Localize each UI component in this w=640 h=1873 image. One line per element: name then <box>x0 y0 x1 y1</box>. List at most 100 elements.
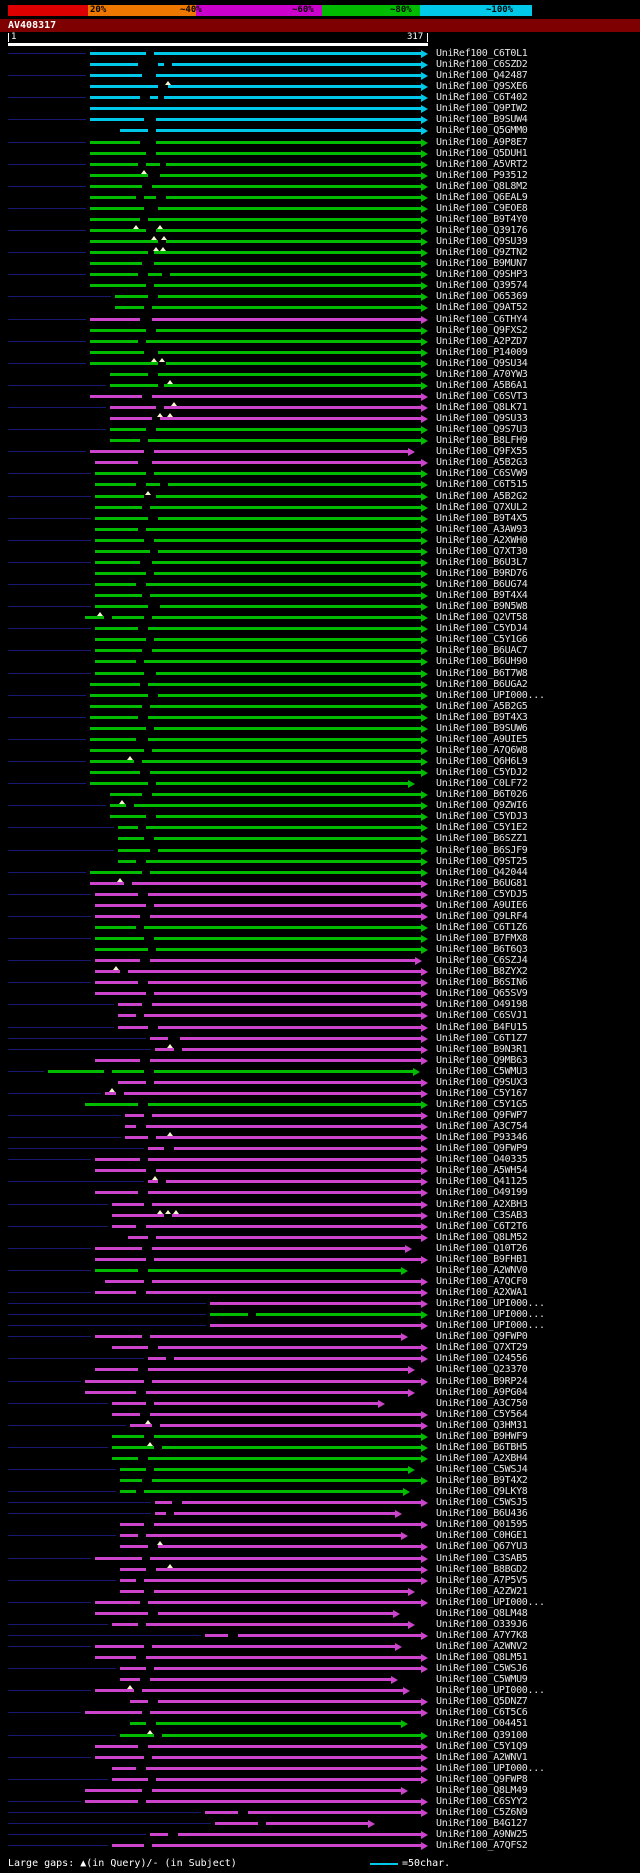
hit-label[interactable]: UniRef100_Q9SUX3 <box>436 1076 528 1088</box>
alignment-bar[interactable] <box>112 1224 421 1228</box>
alignment-bar[interactable] <box>95 494 421 498</box>
alignment-bar[interactable] <box>110 804 421 808</box>
hit-label[interactable]: UniRef100_C5WMU3 <box>436 1065 528 1077</box>
hit-label[interactable]: UniRef100_Q39100 <box>436 1729 528 1741</box>
alignment-bar[interactable] <box>118 1003 421 1007</box>
hit-label[interactable]: UniRef100_Q10T26 <box>436 1242 528 1254</box>
alignment-bar[interactable] <box>120 1733 421 1737</box>
alignment-bar[interactable] <box>210 1313 421 1317</box>
hit-label[interactable]: UniRef100_B9N5W8 <box>436 601 528 613</box>
alignment-bar[interactable] <box>90 870 421 874</box>
hit-label[interactable]: UniRef100_Q9ST25 <box>436 855 528 867</box>
hit-label[interactable]: UniRef100_B9N3R1 <box>436 1043 528 1055</box>
alignment-bar[interactable] <box>90 229 421 232</box>
hit-label[interactable]: UniRef100_Q2VT58 <box>436 612 528 624</box>
alignment-bar[interactable] <box>120 1534 401 1538</box>
hit-label[interactable]: UniRef100_Q9SXE6 <box>436 81 528 93</box>
alignment-bar[interactable] <box>205 1633 421 1637</box>
alignment-bar[interactable] <box>90 217 421 221</box>
hit-label[interactable]: UniRef100_A2XWH0 <box>436 534 528 546</box>
hit-label[interactable]: UniRef100_B4FU15 <box>436 1021 528 1033</box>
hit-label[interactable]: UniRef100_A7P5V5 <box>436 1574 528 1586</box>
alignment-bar[interactable] <box>155 1512 395 1516</box>
hit-label[interactable]: UniRef100_Q7XUL2 <box>436 501 528 513</box>
alignment-bar[interactable] <box>90 173 421 177</box>
alignment-bar[interactable] <box>95 527 421 531</box>
hit-label[interactable]: UniRef100_C6T2T6 <box>436 1220 528 1232</box>
hit-label[interactable]: UniRef100_C6SYY2 <box>436 1795 528 1807</box>
hit-label[interactable]: UniRef100_B6UG81 <box>436 877 528 889</box>
hit-label[interactable]: UniRef100_Q9FWP0 <box>436 1331 528 1343</box>
alignment-bar[interactable] <box>95 1268 401 1272</box>
hit-label[interactable]: UniRef100_B6SJF9 <box>436 844 528 856</box>
alignment-bar[interactable] <box>85 616 421 620</box>
alignment-bar[interactable] <box>85 1799 421 1803</box>
hit-label[interactable]: UniRef100_Q01595 <box>436 1519 528 1531</box>
alignment-bar[interactable] <box>95 1158 421 1162</box>
hit-label[interactable]: UniRef100_Q9MB63 <box>436 1054 528 1066</box>
alignment-bar[interactable] <box>112 1766 421 1770</box>
hit-label[interactable]: UniRef100_B6SIN6 <box>436 977 528 989</box>
hit-label[interactable]: UniRef100_Q5GMM0 <box>436 125 528 137</box>
hit-label[interactable]: UniRef100_Q9SU33 <box>436 413 528 425</box>
alignment-bar[interactable] <box>95 538 421 542</box>
alignment-bar[interactable] <box>90 450 408 454</box>
alignment-bar[interactable] <box>115 295 421 299</box>
alignment-bar[interactable] <box>95 605 421 609</box>
hit-label[interactable]: UniRef100_Q9FWP7 <box>436 1110 528 1121</box>
alignment-bar[interactable] <box>95 472 421 476</box>
hit-label[interactable]: UniRef100_A70YW3 <box>436 368 528 380</box>
alignment-bar[interactable] <box>118 859 421 863</box>
alignment-bar[interactable] <box>95 505 421 509</box>
hit-label[interactable]: UniRef100_C3SAB3 <box>436 1209 528 1221</box>
hit-label[interactable]: UniRef100_B9SUW4 <box>436 114 528 126</box>
hit-label[interactable]: UniRef100_Q5DUH1 <box>436 147 528 159</box>
alignment-bar[interactable] <box>112 1844 421 1848</box>
hit-label[interactable]: UniRef100_Q9LRF4 <box>436 910 528 922</box>
alignment-bar[interactable] <box>95 1689 403 1693</box>
hit-label[interactable]: UniRef100_Q42487 <box>436 70 528 82</box>
alignment-bar[interactable] <box>95 1058 421 1062</box>
alignment-bar[interactable] <box>95 1368 408 1372</box>
alignment-bar[interactable] <box>95 649 421 653</box>
hit-label[interactable]: UniRef100_C5WSJ6 <box>436 1663 528 1675</box>
hit-label[interactable]: UniRef100_A7Q6W8 <box>436 744 528 756</box>
hit-label[interactable]: UniRef100_A2WNV1 <box>436 1751 528 1763</box>
hit-label[interactable]: UniRef100_B7FMX8 <box>436 933 528 944</box>
alignment-bar[interactable] <box>90 782 408 786</box>
alignment-bar[interactable] <box>120 1468 408 1471</box>
alignment-bar[interactable] <box>90 96 421 100</box>
hit-label[interactable]: UniRef100_Q6EAL9 <box>436 191 528 203</box>
alignment-bar[interactable] <box>95 660 421 664</box>
hit-label[interactable]: UniRef100_Q9ZWI6 <box>436 800 528 812</box>
hit-label[interactable]: UniRef100_A5VRT2 <box>436 158 528 170</box>
hit-label[interactable]: UniRef100_A5B6A1 <box>436 379 528 391</box>
hit-label[interactable]: UniRef100_A5B2G3 <box>436 457 528 469</box>
hit-label[interactable]: UniRef100_B6UG74 <box>436 579 528 590</box>
alignment-bar[interactable] <box>95 549 421 553</box>
hit-label[interactable]: UniRef100_Q9S7U3 <box>436 424 528 436</box>
alignment-bar[interactable] <box>90 748 421 752</box>
alignment-bar[interactable] <box>118 1025 421 1029</box>
hit-label[interactable]: UniRef100_B6TBH5 <box>436 1441 528 1453</box>
hit-label[interactable]: UniRef100_C5YDJ5 <box>436 888 528 900</box>
alignment-bar[interactable] <box>95 1656 421 1660</box>
hit-label[interactable]: UniRef100_C6T515 <box>436 479 528 491</box>
alignment-bar[interactable] <box>120 1479 421 1483</box>
hit-label[interactable]: UniRef100_C6SZJ4 <box>436 955 528 967</box>
hit-label[interactable]: UniRef100_B6T7W8 <box>436 667 528 679</box>
hit-label[interactable]: UniRef100_C6T402 <box>436 92 528 104</box>
alignment-bar[interactable] <box>112 1412 421 1416</box>
alignment-bar[interactable] <box>85 1390 408 1394</box>
alignment-bar[interactable] <box>130 1722 401 1726</box>
alignment-bar[interactable] <box>95 1191 421 1195</box>
hit-label[interactable]: UniRef100_B6U3L7 <box>436 556 528 568</box>
hit-label[interactable]: UniRef100_C6THY4 <box>436 313 528 325</box>
hit-label[interactable]: UniRef100_Q6H6L9 <box>436 756 528 767</box>
alignment-bar[interactable] <box>120 1667 421 1671</box>
alignment-bar[interactable] <box>95 583 421 586</box>
hit-label[interactable]: UniRef100_Q9SU34 <box>436 357 528 369</box>
alignment-bar[interactable] <box>85 1711 421 1715</box>
alignment-bar[interactable] <box>128 1235 421 1239</box>
hit-label[interactable]: UniRef100_C5Y1G6 <box>436 634 528 646</box>
